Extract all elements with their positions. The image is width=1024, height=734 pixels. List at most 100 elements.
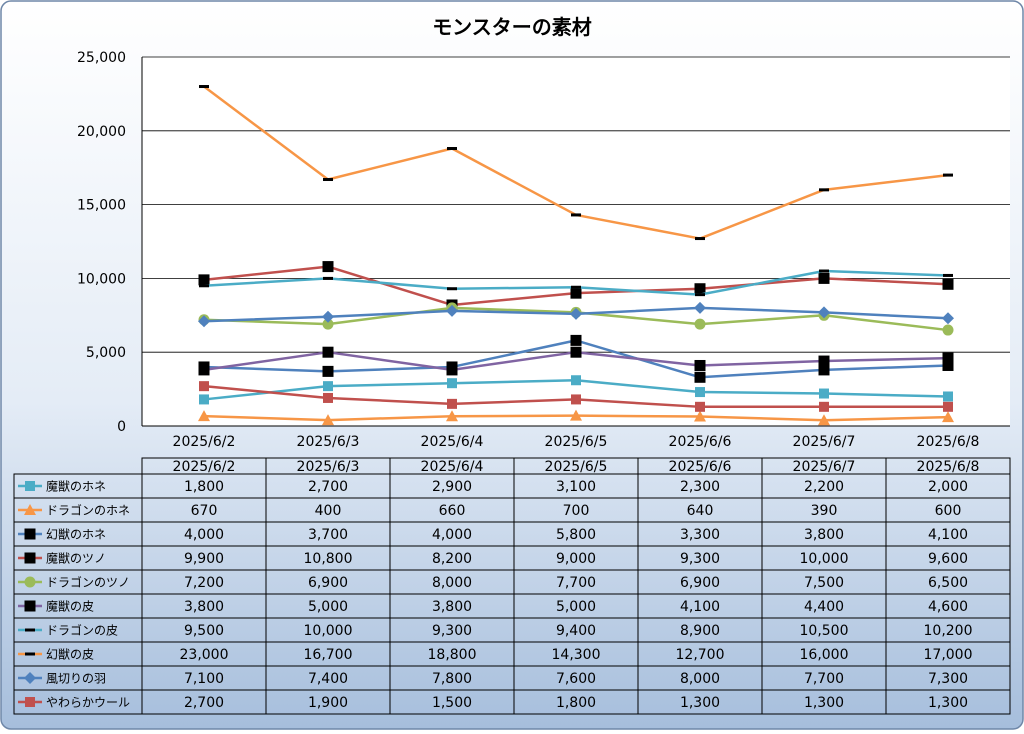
data-point [24, 600, 36, 612]
data-label: 16,000 [800, 647, 849, 663]
data-point [694, 371, 706, 383]
data-label: 1,500 [432, 695, 472, 711]
data-point [199, 85, 209, 89]
legend-key [18, 481, 42, 491]
x-tick-label: 2025/6/4 [421, 434, 484, 450]
data-point [694, 301, 706, 314]
data-point [323, 381, 333, 392]
data-point [571, 285, 581, 289]
legend-entry: 幻獣の皮 [46, 648, 94, 662]
data-point [942, 352, 954, 364]
data-label: 9,600 [928, 551, 968, 567]
data-point [695, 401, 705, 412]
data-label: 390 [811, 503, 838, 519]
data-point [818, 414, 830, 426]
data-label: 7,600 [556, 671, 596, 687]
data-point [818, 272, 830, 284]
data-point [25, 697, 35, 707]
data-point [570, 307, 582, 320]
data-label: 5,000 [308, 599, 348, 615]
data-point [199, 284, 209, 288]
data-label: 1,900 [308, 695, 348, 711]
legend-key [18, 652, 42, 656]
data-point [24, 552, 36, 564]
data-label: 9,500 [184, 623, 224, 639]
data-point [447, 147, 457, 151]
data-point [942, 411, 954, 423]
data-label: 5,000 [556, 599, 596, 615]
data-point [447, 398, 457, 409]
data-label: 670 [191, 503, 218, 519]
data-point [943, 173, 953, 177]
data-point [24, 672, 36, 684]
data-label: 1,800 [184, 479, 224, 495]
data-point [571, 375, 581, 386]
legend-entry: 風切りの羽 [46, 672, 106, 686]
data-point [322, 365, 334, 377]
x-tick-label: 2025/6/3 [297, 434, 360, 450]
data-point [942, 278, 954, 290]
data-point [943, 391, 953, 402]
data-point [943, 273, 953, 277]
data-point [322, 261, 334, 273]
table-header-cell: 2025/6/5 [545, 459, 608, 475]
chart-title: モンスターの素材 [432, 15, 592, 39]
data-label: 600 [935, 503, 962, 519]
data-point [942, 312, 954, 325]
data-point [695, 237, 705, 241]
data-label: 8,000 [680, 671, 720, 687]
series [198, 346, 954, 376]
x-tick-label: 2025/6/8 [917, 434, 980, 450]
series [198, 409, 954, 426]
x-tick-label: 2025/6/2 [173, 434, 236, 450]
data-label: 4,000 [184, 527, 224, 543]
data-point [199, 381, 209, 392]
data-label: 3,800 [804, 527, 844, 543]
data-label: 2,300 [680, 479, 720, 495]
table-header-cell: 2025/6/3 [297, 459, 360, 475]
data-label: 8,900 [680, 623, 720, 639]
y-tick-label: 5,000 [86, 345, 126, 361]
data-label: 2,000 [928, 479, 968, 495]
data-point [24, 528, 36, 540]
data-label: 9,300 [432, 623, 472, 639]
data-label: 4,100 [928, 527, 968, 543]
data-label: 700 [563, 503, 590, 519]
data-label: 18,800 [428, 647, 477, 663]
data-point [942, 359, 954, 371]
data-point [818, 306, 830, 319]
data-label: 7,500 [804, 575, 844, 591]
data-label: 7,100 [184, 671, 224, 687]
x-tick-label: 2025/6/5 [545, 434, 608, 450]
data-point [694, 283, 706, 295]
legend-key [18, 504, 42, 515]
plot-area [142, 57, 1010, 426]
data-point [695, 387, 705, 398]
data-label: 7,200 [184, 575, 224, 591]
data-label: 7,300 [928, 671, 968, 687]
data-label: 4,400 [804, 599, 844, 615]
legend-key [18, 576, 42, 588]
data-point [694, 359, 706, 371]
data-point [819, 188, 829, 192]
data-point [447, 378, 457, 389]
data-label: 4,100 [680, 599, 720, 615]
data-point [323, 276, 333, 280]
data-label: 10,200 [924, 623, 973, 639]
data-point [818, 364, 830, 376]
legend-key [18, 672, 42, 684]
data-point [694, 318, 706, 330]
data-label: 9,400 [556, 623, 596, 639]
data-point [943, 401, 953, 412]
data-label: 16,700 [304, 647, 353, 663]
data-label: 6,500 [928, 575, 968, 591]
legend-key [18, 552, 42, 564]
data-point [942, 324, 954, 336]
data-label: 7,400 [308, 671, 348, 687]
data-point [322, 310, 334, 323]
y-tick-label: 10,000 [77, 271, 126, 287]
data-label: 1,300 [928, 695, 968, 711]
x-tick-label: 2025/6/6 [669, 434, 732, 450]
data-point [323, 392, 333, 403]
